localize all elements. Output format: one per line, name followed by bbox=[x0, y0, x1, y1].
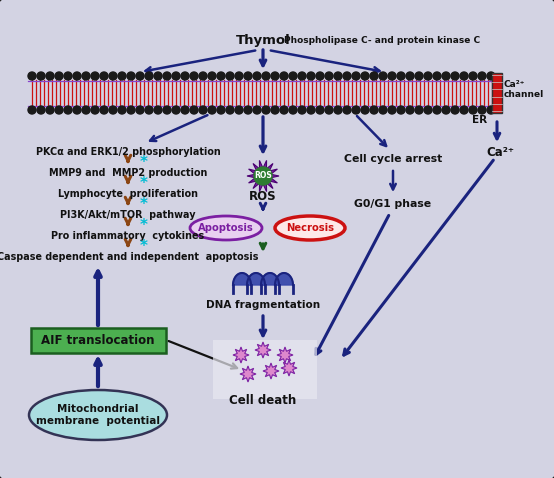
Circle shape bbox=[271, 72, 279, 80]
Circle shape bbox=[199, 72, 207, 80]
Circle shape bbox=[217, 106, 225, 114]
Circle shape bbox=[424, 72, 432, 80]
Circle shape bbox=[28, 72, 36, 80]
Circle shape bbox=[433, 106, 441, 114]
Circle shape bbox=[487, 72, 495, 80]
Circle shape bbox=[46, 72, 54, 80]
Polygon shape bbox=[233, 273, 251, 285]
Circle shape bbox=[244, 106, 252, 114]
Circle shape bbox=[37, 106, 45, 114]
Circle shape bbox=[262, 72, 270, 80]
Circle shape bbox=[127, 72, 135, 80]
Circle shape bbox=[469, 72, 477, 80]
Circle shape bbox=[442, 72, 450, 80]
Circle shape bbox=[253, 72, 261, 80]
Text: PI3K/Akt/mTOR  pathway: PI3K/Akt/mTOR pathway bbox=[60, 210, 196, 220]
Circle shape bbox=[370, 106, 378, 114]
Circle shape bbox=[145, 72, 153, 80]
Text: G0/G1 phase: G0/G1 phase bbox=[355, 199, 432, 209]
Ellipse shape bbox=[29, 390, 167, 440]
Circle shape bbox=[469, 106, 477, 114]
Polygon shape bbox=[240, 366, 256, 382]
Circle shape bbox=[307, 72, 315, 80]
Circle shape bbox=[352, 72, 360, 80]
Text: *: * bbox=[140, 176, 148, 191]
Circle shape bbox=[190, 106, 198, 114]
Text: ER: ER bbox=[473, 115, 488, 125]
Text: Apoptosis: Apoptosis bbox=[198, 223, 254, 233]
Circle shape bbox=[343, 72, 351, 80]
Text: Lymphocyte  proliferation: Lymphocyte proliferation bbox=[58, 189, 198, 199]
Circle shape bbox=[64, 72, 72, 80]
Circle shape bbox=[181, 72, 189, 80]
Circle shape bbox=[325, 106, 333, 114]
Text: Necrosis: Necrosis bbox=[286, 223, 334, 233]
Circle shape bbox=[388, 106, 396, 114]
Circle shape bbox=[82, 72, 90, 80]
Text: PKCα and ERK1/2 phosphorylation: PKCα and ERK1/2 phosphorylation bbox=[35, 147, 220, 157]
Circle shape bbox=[235, 72, 243, 80]
Circle shape bbox=[73, 72, 81, 80]
Polygon shape bbox=[277, 347, 293, 363]
Circle shape bbox=[406, 72, 414, 80]
Text: Cell death: Cell death bbox=[229, 393, 296, 406]
Circle shape bbox=[127, 106, 135, 114]
Circle shape bbox=[190, 72, 198, 80]
Circle shape bbox=[100, 106, 108, 114]
Circle shape bbox=[109, 106, 117, 114]
Polygon shape bbox=[247, 273, 265, 285]
Circle shape bbox=[235, 106, 243, 114]
Circle shape bbox=[172, 72, 180, 80]
Circle shape bbox=[415, 72, 423, 80]
Text: Thymol: Thymol bbox=[235, 33, 290, 46]
FancyBboxPatch shape bbox=[213, 340, 317, 399]
Polygon shape bbox=[233, 347, 249, 363]
Circle shape bbox=[289, 72, 297, 80]
Circle shape bbox=[109, 72, 117, 80]
Circle shape bbox=[181, 106, 189, 114]
Ellipse shape bbox=[275, 216, 345, 240]
Circle shape bbox=[271, 106, 279, 114]
Polygon shape bbox=[275, 273, 293, 285]
Circle shape bbox=[91, 106, 99, 114]
Circle shape bbox=[361, 72, 369, 80]
Circle shape bbox=[82, 106, 90, 114]
Circle shape bbox=[136, 106, 144, 114]
Circle shape bbox=[442, 106, 450, 114]
Circle shape bbox=[163, 106, 171, 114]
Circle shape bbox=[433, 72, 441, 80]
Text: ROS: ROS bbox=[249, 189, 277, 203]
Circle shape bbox=[388, 72, 396, 80]
Circle shape bbox=[118, 72, 126, 80]
Text: *: * bbox=[140, 218, 148, 233]
Circle shape bbox=[316, 106, 324, 114]
Polygon shape bbox=[261, 273, 279, 285]
Circle shape bbox=[28, 106, 36, 114]
Circle shape bbox=[226, 106, 234, 114]
Circle shape bbox=[73, 106, 81, 114]
Ellipse shape bbox=[190, 216, 262, 240]
Circle shape bbox=[325, 72, 333, 80]
Circle shape bbox=[370, 72, 378, 80]
Text: *: * bbox=[140, 155, 148, 170]
Circle shape bbox=[163, 72, 171, 80]
Circle shape bbox=[55, 72, 63, 80]
Text: Pro inflammatory  cytokines: Pro inflammatory cytokines bbox=[52, 231, 204, 241]
Circle shape bbox=[100, 72, 108, 80]
Circle shape bbox=[154, 72, 162, 80]
Text: MMP9 and  MMP2 production: MMP9 and MMP2 production bbox=[49, 168, 207, 178]
Text: DNA fragmentation: DNA fragmentation bbox=[206, 300, 320, 310]
Text: Ca²⁺
channel: Ca²⁺ channel bbox=[504, 80, 544, 99]
Circle shape bbox=[352, 106, 360, 114]
Circle shape bbox=[478, 72, 486, 80]
Circle shape bbox=[262, 106, 270, 114]
Circle shape bbox=[307, 106, 315, 114]
Circle shape bbox=[280, 106, 288, 114]
Text: Ca²⁺: Ca²⁺ bbox=[486, 145, 514, 159]
Circle shape bbox=[172, 106, 180, 114]
Circle shape bbox=[460, 106, 468, 114]
Circle shape bbox=[118, 106, 126, 114]
Circle shape bbox=[379, 106, 387, 114]
Circle shape bbox=[451, 106, 459, 114]
